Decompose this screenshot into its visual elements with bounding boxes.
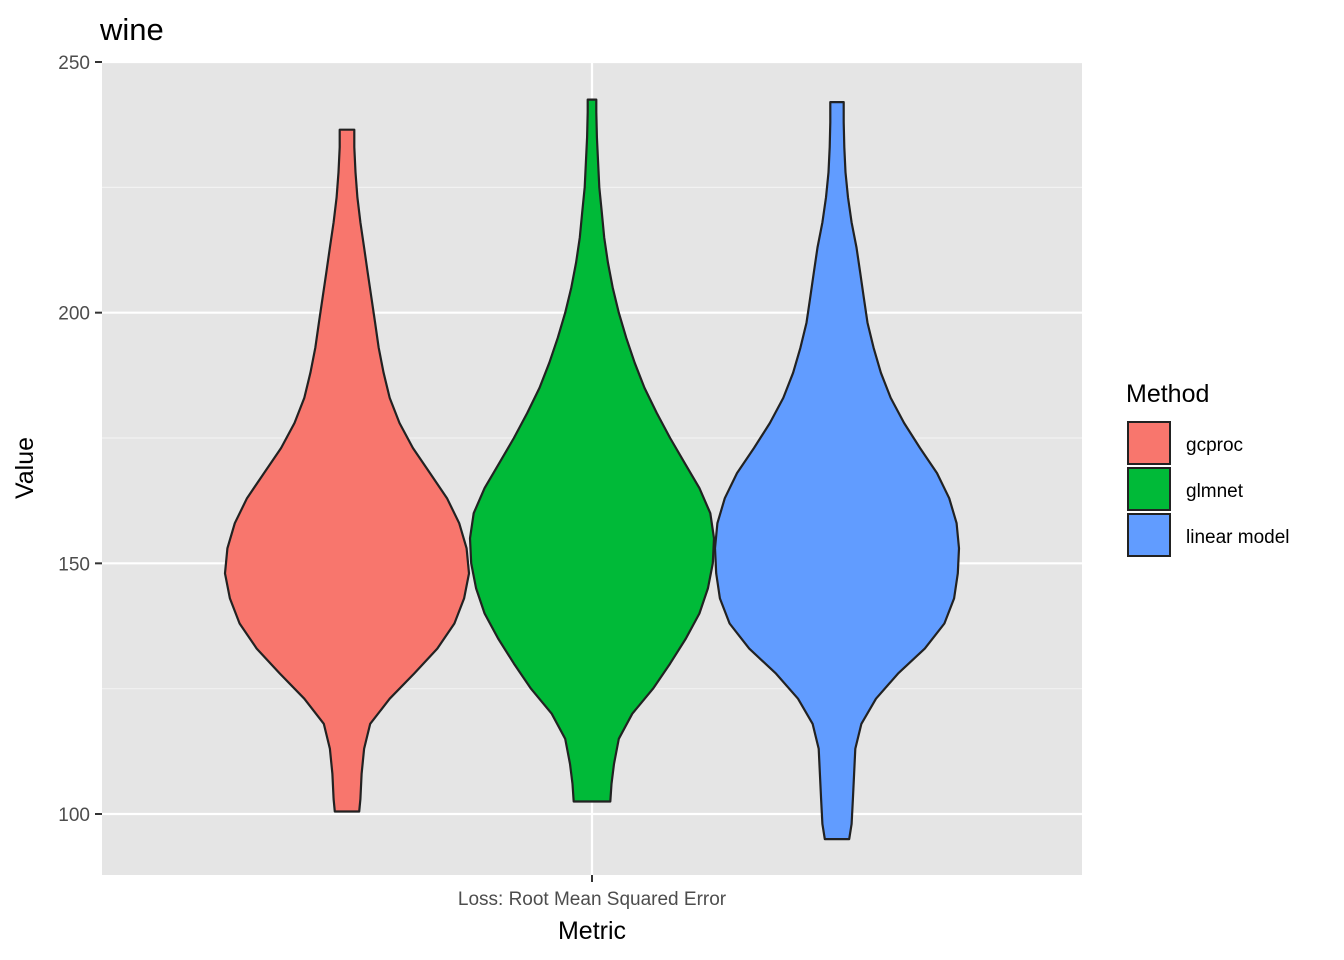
y-tick-label: 100 [58, 805, 90, 826]
legend-key [1127, 513, 1171, 557]
x-tick-label: Loss: Root Mean Squared Error [458, 889, 727, 910]
x-axis: Loss: Root Mean Squared Error [458, 875, 727, 910]
violins [223, 98, 961, 841]
legend-key [1127, 467, 1171, 511]
legend-label: gcproc [1186, 435, 1243, 456]
violin-linear-model [713, 101, 961, 841]
y-tick-label: 250 [58, 53, 90, 74]
y-tick-label: 150 [58, 554, 90, 575]
y-axis-title: Value [11, 437, 39, 499]
legend-label: glmnet [1186, 481, 1244, 502]
x-axis-title: Metric [558, 917, 626, 945]
violin-gcproc [223, 128, 471, 813]
y-axis: 100 150 200 250 [58, 53, 102, 826]
chart-title: wine [99, 12, 164, 47]
y-tick-label: 200 [58, 304, 90, 325]
legend-label: linear model [1186, 527, 1290, 548]
legend: Method gcproc glmnet linear model [1126, 380, 1290, 557]
legend-title: Method [1126, 380, 1209, 408]
legend-key [1127, 421, 1171, 465]
violin-glmnet [468, 98, 716, 803]
